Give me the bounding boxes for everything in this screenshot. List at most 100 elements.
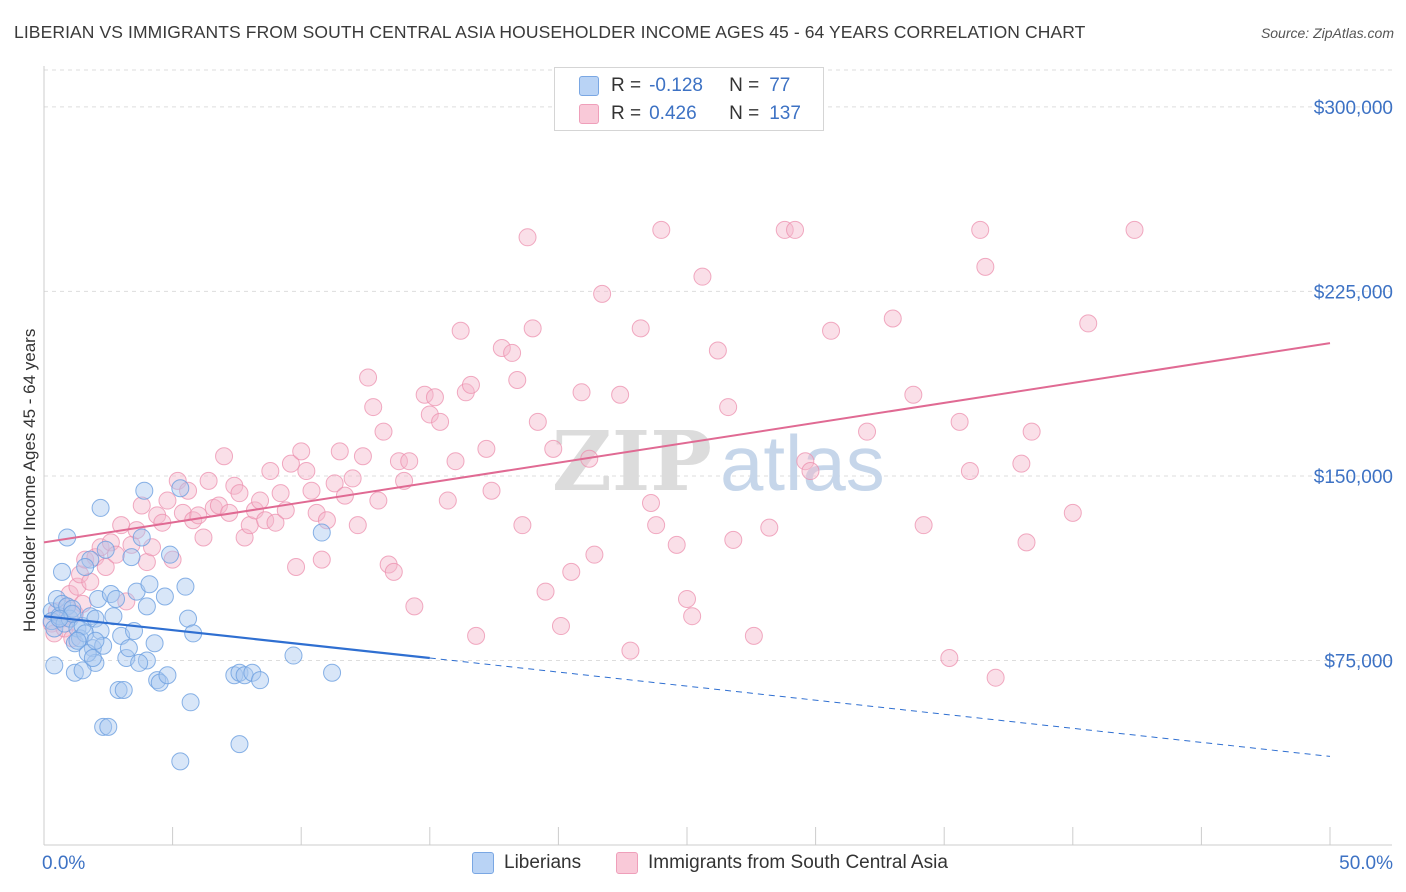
data-point-south-central-asia <box>256 511 275 530</box>
legend-swatch-pink <box>579 104 599 124</box>
data-point-south-central-asia <box>132 496 151 515</box>
data-point-south-central-asia <box>415 385 434 404</box>
legend-label-south-central-asia: Immigrants from South Central Asia <box>648 852 948 873</box>
data-point-south-central-asia <box>438 491 457 510</box>
data-point-south-central-asia <box>822 321 841 340</box>
data-point-south-central-asia <box>551 617 570 636</box>
data-point-liberians <box>94 717 113 736</box>
data-point-south-central-asia <box>209 496 228 515</box>
data-point-south-central-asia <box>775 220 794 239</box>
data-point-south-central-asia <box>858 422 877 441</box>
correlation-legend: R = -0.128 N = 77 R = 0.426 N = 137 <box>554 67 824 131</box>
data-point-south-central-asia <box>215 447 234 466</box>
data-point-south-central-asia <box>611 385 630 404</box>
data-point-liberians <box>225 666 244 685</box>
data-point-south-central-asia <box>508 371 527 389</box>
y-tick-label: $300,000 <box>1314 98 1393 119</box>
data-point-south-central-asia <box>330 442 349 461</box>
data-point-south-central-asia <box>976 257 995 276</box>
data-point-south-central-asia <box>971 220 990 239</box>
data-point-liberians <box>91 498 110 517</box>
data-point-south-central-asia <box>325 474 344 493</box>
data-point-south-central-asia <box>353 447 372 466</box>
legend-row-liberians: R = -0.128 N = 77 <box>579 73 790 99</box>
data-point-south-central-asia <box>482 481 501 500</box>
legend-label-liberians: Liberians <box>504 852 582 873</box>
data-point-south-central-asia <box>667 535 686 554</box>
data-point-south-central-asia <box>374 422 393 441</box>
axes <box>43 66 1392 846</box>
legend-r-value: -0.128 <box>649 75 703 96</box>
data-point-south-central-asia <box>107 545 126 564</box>
legend-n-label: N = <box>729 75 760 96</box>
data-point-south-central-asia <box>91 538 110 557</box>
legend-swatch-blue <box>472 852 494 874</box>
data-point-liberians <box>181 693 200 712</box>
data-point-south-central-asia <box>940 649 959 668</box>
data-point-liberians <box>148 671 167 690</box>
data-point-south-central-asia <box>631 319 650 338</box>
data-point-south-central-asia <box>163 550 182 569</box>
data-point-south-central-asia <box>1079 314 1098 333</box>
data-point-south-central-asia <box>461 375 480 394</box>
data-point-liberians <box>68 631 87 650</box>
data-point-liberians <box>76 624 95 643</box>
data-point-south-central-asia <box>513 516 532 535</box>
data-point-south-central-asia <box>348 516 367 535</box>
data-point-liberians <box>158 666 177 685</box>
data-point-liberians <box>73 661 92 680</box>
data-point-south-central-asia <box>266 513 285 532</box>
legend-swatch-blue <box>579 76 599 96</box>
data-point-south-central-asia <box>536 582 555 601</box>
data-point-liberians <box>135 481 154 500</box>
data-point-liberians <box>114 681 133 699</box>
data-point-liberians <box>230 663 249 682</box>
data-point-liberians <box>155 587 174 606</box>
data-point-liberians <box>140 575 159 594</box>
data-point-liberians <box>161 545 180 564</box>
data-point-liberians <box>86 631 105 650</box>
trend-line-liberians-extension <box>429 657 1331 757</box>
data-point-south-central-asia <box>986 668 1005 687</box>
y-tick-labels: $75,000 $150,000 $225,000 $300,000 <box>1314 98 1393 673</box>
legend-n-label: N = <box>729 103 760 124</box>
data-point-liberians <box>47 589 66 608</box>
data-point-south-central-asia <box>230 484 249 503</box>
y-tick-label: $75,000 <box>1324 651 1393 672</box>
legend-item-liberians[interactable]: Liberians <box>472 852 581 874</box>
data-point-liberians <box>130 653 149 672</box>
series-legend: Liberians Immigrants from South Central … <box>0 852 1406 878</box>
data-point-liberians <box>101 585 120 604</box>
data-point-liberians <box>76 557 95 576</box>
legend-item-south-central-asia[interactable]: Immigrants from South Central Asia <box>616 852 948 874</box>
data-point-liberians <box>145 634 164 653</box>
data-point-liberians <box>99 717 118 736</box>
data-point-south-central-asia <box>518 228 537 247</box>
x-tick-label-max: 50.0% <box>1339 853 1393 874</box>
data-point-south-central-asia <box>389 452 408 471</box>
data-point-south-central-asia <box>251 491 270 510</box>
legend-r-value: 0.426 <box>649 103 697 124</box>
data-point-liberians <box>230 735 249 754</box>
data-point-liberians <box>176 577 195 596</box>
data-point-south-central-asia <box>883 309 902 328</box>
data-point-south-central-asia <box>1125 220 1144 239</box>
data-point-south-central-asia <box>683 607 702 626</box>
x-tick-label-min: 0.0% <box>42 853 85 874</box>
data-point-liberians <box>171 479 190 498</box>
data-point-south-central-asia <box>593 284 612 303</box>
legend-r-label: R = <box>611 103 642 124</box>
data-point-south-central-asia <box>158 491 177 510</box>
data-point-south-central-asia <box>904 385 923 404</box>
data-point-south-central-asia <box>492 339 511 358</box>
source-credit: Source: ZipAtlas.com <box>1260 25 1394 41</box>
data-point-south-central-asia <box>297 462 316 481</box>
data-point-liberians <box>312 523 331 542</box>
chart-title: LIBERIAN VS IMMIGRANTS FROM SOUTH CENTRA… <box>14 22 1086 42</box>
data-point-south-central-asia <box>384 562 403 581</box>
data-point-south-central-asia <box>400 452 419 471</box>
data-point-south-central-asia <box>760 518 779 537</box>
data-point-south-central-asia <box>1012 454 1031 473</box>
data-point-south-central-asia <box>621 641 640 660</box>
data-point-south-central-asia <box>641 494 660 513</box>
